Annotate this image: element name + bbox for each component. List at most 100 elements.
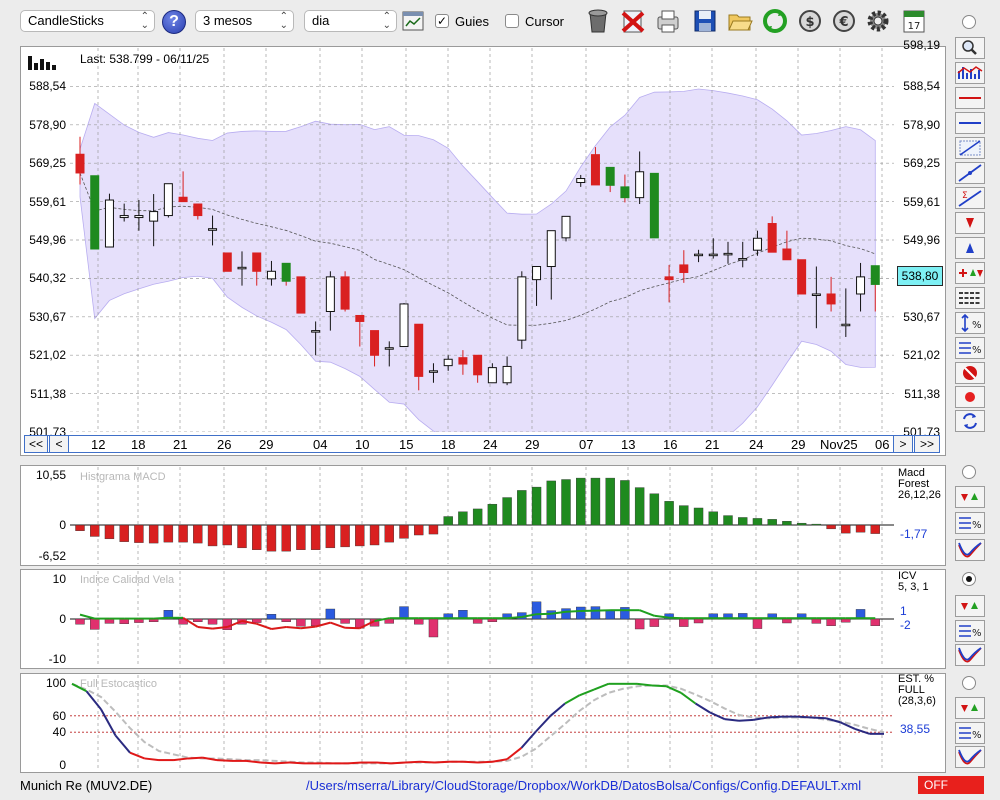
interval-select[interactable]: dia ⌃ ⌄	[304, 10, 397, 32]
stop-button[interactable]	[955, 362, 985, 384]
macd-move-button[interactable]	[955, 486, 985, 508]
macd-name-line: Forest	[898, 478, 930, 490]
chart-type-select[interactable]: CandleSticks ⌃ ⌄	[20, 10, 155, 32]
icv-bar	[472, 618, 483, 624]
nav-first-button[interactable]: <<	[24, 435, 48, 453]
horizontal-red-line-icon	[959, 97, 981, 99]
candle-body	[428, 370, 438, 373]
candle-body	[679, 264, 689, 273]
icv-move-button[interactable]	[955, 595, 985, 617]
macd-bar	[325, 524, 336, 549]
sync-button[interactable]	[955, 410, 985, 432]
stochastic-k-line	[405, 760, 421, 764]
macd-bar	[369, 524, 380, 546]
icv-bar	[75, 618, 85, 625]
trash-icon[interactable]	[585, 8, 611, 34]
help-icon[interactable]: ?	[162, 10, 186, 34]
save-icon[interactable]	[692, 8, 718, 34]
candle-body	[104, 199, 114, 248]
table-icon[interactable]	[402, 11, 424, 31]
stochastic-move-button[interactable]	[955, 697, 985, 719]
settings-icon[interactable]	[865, 8, 891, 34]
macd-plot[interactable]	[70, 467, 894, 564]
calendar-icon[interactable]: 17	[901, 8, 927, 34]
guides-label: Guies	[455, 14, 489, 29]
stochastic-k-line	[694, 702, 711, 714]
stochastic-k-line	[738, 718, 754, 722]
nav-next-button[interactable]: >	[893, 435, 913, 453]
add-indicator-button[interactable]	[955, 262, 985, 284]
y-tick-label-right: 511,38	[904, 386, 940, 401]
cursor-checkbox[interactable]	[505, 14, 519, 28]
chart-style-button[interactable]	[955, 62, 985, 84]
channel-button[interactable]	[955, 137, 985, 159]
stochastic-k-line	[796, 715, 812, 719]
sum-trend-button[interactable]: Σ	[955, 187, 985, 209]
record-button[interactable]	[955, 386, 985, 408]
stochastic-lines-button[interactable]: %	[955, 722, 985, 744]
icv-bar	[193, 618, 203, 622]
grid-lines-button[interactable]	[955, 287, 985, 309]
y-tick-label-right: 549,96	[903, 233, 940, 247]
up-arrow-button[interactable]	[955, 237, 985, 259]
stochastic-panel-radio[interactable]	[962, 676, 976, 690]
macd-bar	[855, 524, 866, 533]
stochastic-k-line	[492, 758, 508, 763]
macd-curve-button[interactable]	[955, 539, 985, 561]
macd-bar	[679, 505, 689, 526]
toolbar: CandleSticks ⌃ ⌄ ? 3 mesos ⌃ ⌄ dia ⌃ ⌄ ✓ Gu…	[0, 0, 1000, 44]
macd-bar	[767, 519, 777, 526]
red-line-button[interactable]	[955, 87, 985, 109]
y-tick-label-right: 521,02	[903, 348, 940, 363]
config-path-link[interactable]: /Users/mserra/Library/CloudStorage/Dropb…	[306, 778, 862, 793]
current-price-box: 538,80	[897, 266, 943, 286]
lines-percent-button[interactable]: %	[955, 337, 985, 359]
icv-bar	[620, 607, 630, 620]
off-status-button[interactable]: OFF	[918, 776, 984, 794]
candle-body	[487, 367, 497, 384]
candlestick-plot[interactable]	[70, 48, 894, 432]
open-folder-icon[interactable]	[727, 8, 753, 34]
icv-panel-radio[interactable]	[962, 572, 976, 586]
euro-icon[interactable]: €	[831, 8, 857, 34]
macd-bar	[472, 508, 483, 526]
icv-curve-button[interactable]	[955, 644, 985, 666]
icv-bar	[104, 618, 115, 624]
stochastic-curve-button[interactable]	[955, 746, 985, 768]
candle-body	[134, 215, 144, 219]
icv-lines-button[interactable]: %	[955, 620, 985, 642]
stochastic-k-line	[477, 760, 493, 764]
main-panel-radio[interactable]	[962, 15, 976, 29]
macd-panel-radio[interactable]	[962, 465, 976, 479]
trendline-button[interactable]	[955, 162, 985, 184]
period-select[interactable]: 3 mesos ⌃ ⌄	[195, 10, 294, 32]
x-tick-label: 18	[131, 437, 146, 452]
icv-bar	[752, 618, 763, 629]
chart-type-value: CandleSticks	[28, 13, 104, 28]
icv-plot[interactable]	[70, 571, 894, 667]
candle-body	[355, 314, 365, 322]
stochastic-k-line	[85, 690, 102, 710]
x-tick-label: 13	[621, 437, 636, 452]
icv-bar	[870, 618, 880, 626]
scale-percent-button[interactable]: %	[955, 312, 985, 334]
instrument-name: Munich Re (MUV2.DE)	[20, 778, 153, 793]
guides-checkbox[interactable]: ✓	[435, 14, 449, 28]
stochastic-k-line	[579, 688, 595, 697]
candle-body	[590, 154, 600, 186]
stochastic-plot[interactable]	[70, 675, 894, 771]
nav-last-button[interactable]: >>	[914, 435, 940, 453]
grid-lines-icon	[959, 292, 981, 304]
dollar-icon[interactable]: $	[797, 8, 823, 34]
icv-signal-line	[300, 625, 316, 630]
macd-lines-button[interactable]: %	[955, 512, 985, 534]
nav-prev-button[interactable]: <	[49, 435, 69, 453]
zoom-button[interactable]	[955, 37, 985, 59]
delete-icon[interactable]	[620, 8, 646, 34]
date-navigation-bar[interactable]: << < > >> 12 18 21 26 29 04 10 15 18 24 29 07 13 16 21…	[24, 435, 940, 453]
blue-line-button[interactable]	[955, 112, 985, 134]
refresh-icon[interactable]	[762, 8, 788, 34]
down-arrow-button[interactable]	[955, 212, 985, 234]
print-icon[interactable]	[655, 8, 681, 34]
y-tick-label-right: 578,90	[903, 117, 940, 132]
